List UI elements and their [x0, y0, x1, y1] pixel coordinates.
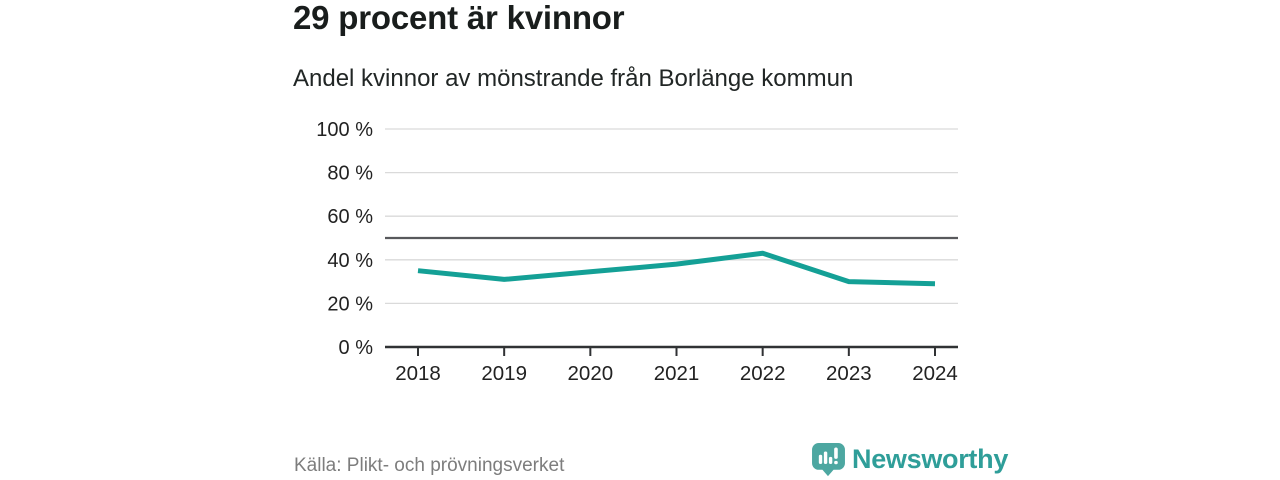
line-chart: 0 % 20 % 40 % 60 % 80 % 100 % 2018 2019 2020 2021… — [316, 119, 958, 385]
y-axis-tick-label: 100 % — [316, 119, 373, 141]
y-axis-tick-label: 60 % — [327, 206, 373, 228]
brand-logo: Newsworthy — [811, 442, 1008, 477]
source-note: Källa: Plikt- och prövningsverket — [294, 455, 565, 476]
y-axis-tick-label: 40 % — [327, 250, 373, 272]
chart-title: 29 procent är kvinnor — [293, 0, 625, 36]
y-axis-tick-label: 20 % — [327, 293, 373, 315]
data-line-andel-kvinnor — [417, 250, 936, 287]
x-axis-tick-label: 2021 — [654, 362, 700, 385]
y-axis-tick-label: 0 % — [339, 337, 374, 359]
newsworthy-icon — [812, 443, 845, 477]
x-axis-tick-label: 2022 — [740, 362, 786, 385]
speech-bubble-shape — [812, 443, 845, 477]
chart-subtitle: Andel kvinnor av mönstrande från Borläng… — [293, 65, 854, 92]
x-axis-tick-label: 2023 — [826, 362, 872, 385]
x-axis-tick-label: 2024 — [912, 362, 958, 385]
x-axis-tick-label: 2020 — [568, 362, 614, 385]
x-axis-tick-label: 2018 — [395, 362, 441, 385]
bar-chart-glyph — [818, 447, 838, 465]
x-axis-tick-label: 2019 — [481, 362, 527, 385]
y-axis-tick-label: 80 % — [327, 163, 373, 185]
brand-name: Newsworthy — [852, 444, 1009, 474]
